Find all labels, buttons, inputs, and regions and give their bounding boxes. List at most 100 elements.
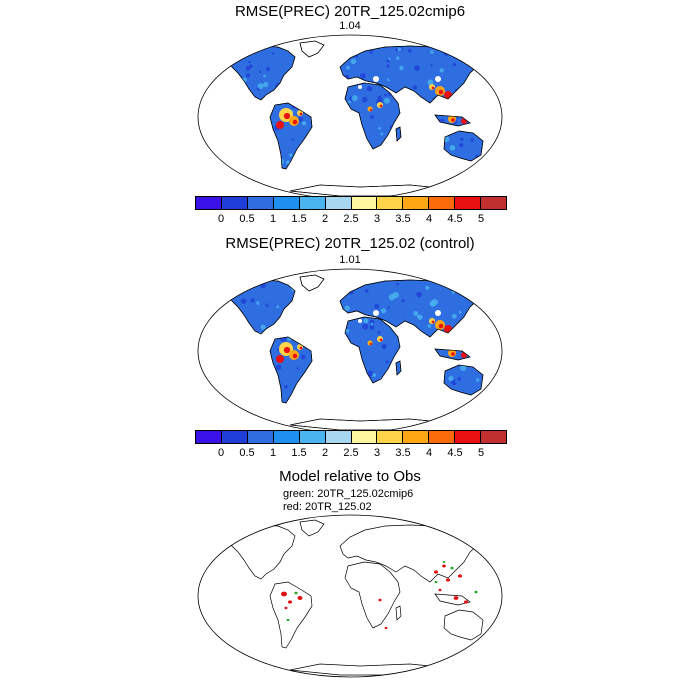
precip-cell [357, 95, 363, 102]
colorbar-tick-label: 4 [425, 213, 433, 225]
precip-hotspot-core [369, 342, 373, 346]
precip-cell [245, 73, 251, 78]
comparison-mark [450, 566, 454, 570]
colorbar-tick-label: 0.5 [239, 447, 255, 459]
colorbar-tick-label: 3.5 [395, 213, 411, 225]
missing-data [373, 310, 379, 316]
precip-cell [240, 298, 247, 304]
precip-cell [428, 328, 434, 334]
coastline [299, 274, 325, 292]
panel2-colorbar [195, 430, 507, 444]
precip-cell [384, 93, 388, 97]
colorbar-swatch [273, 431, 300, 443]
precip-cell [269, 46, 276, 53]
precip-cell [271, 52, 275, 55]
precip-cell [458, 142, 464, 148]
precip-cell [348, 100, 352, 104]
colorbar-swatch [403, 197, 430, 209]
colorbar-tick-label: 4.5 [447, 213, 463, 225]
colorbar-tick-label: 3 [373, 213, 381, 225]
colorbar-tick-label: 3 [373, 447, 381, 459]
precip-cell [470, 137, 475, 142]
colorbar-swatch [429, 197, 456, 209]
precip-cell [301, 121, 307, 126]
precip-cell [344, 305, 350, 311]
coastline [434, 348, 471, 361]
precip-cell [385, 360, 389, 364]
precip-cell [457, 377, 462, 381]
colorbar-tick-label: 2.5 [343, 213, 359, 225]
colorbar-swatch [247, 431, 274, 443]
precip-cell [467, 376, 474, 383]
comparison-mark [474, 590, 478, 594]
precip-cell [272, 300, 278, 306]
precip-cell [265, 66, 271, 72]
precip-cell [275, 364, 282, 371]
coastline [339, 279, 489, 338]
precip-cell [371, 303, 375, 307]
precip-cell [425, 285, 430, 290]
colorbar-tick-label: 1 [269, 447, 277, 459]
coastline [344, 316, 401, 384]
precip-hotspot-core [283, 346, 291, 354]
precip-cell [370, 322, 374, 326]
colorbar-swatch [377, 197, 404, 209]
precip-cell [363, 318, 369, 324]
precip-cell [260, 324, 266, 330]
precip-cell [350, 58, 357, 65]
panel3-title: Model relative to Obs [279, 468, 421, 485]
antarctica-outline [289, 663, 456, 676]
comparison-mark [281, 591, 287, 597]
precip-cell [248, 60, 251, 64]
precip-cell [474, 143, 478, 147]
comparison-mark [438, 588, 442, 592]
comparison-mark [294, 591, 298, 595]
precip-cell [374, 303, 380, 309]
precip-cell [396, 65, 400, 70]
precip-cell [386, 64, 390, 68]
coastline [269, 102, 313, 170]
colorbar-swatch [221, 197, 248, 209]
coastline [339, 45, 489, 104]
precip-cell [362, 323, 369, 330]
precip-cell [346, 65, 350, 70]
comparison-mark [442, 560, 446, 564]
colorbar-tick-label: 0 [217, 213, 225, 225]
precip-cell [386, 59, 390, 63]
precip-cell [439, 68, 444, 73]
precip-cell [259, 299, 265, 306]
precip-cell [401, 299, 405, 303]
north-america-outline [226, 524, 296, 580]
precip-cell [399, 65, 404, 71]
precip-cell [253, 73, 257, 76]
colorbar-swatch [273, 197, 300, 209]
precip-cell [250, 298, 255, 303]
precip-cell [366, 85, 373, 92]
precip-hotspot-core [283, 112, 291, 120]
precip-cell [402, 314, 408, 321]
precip-cell [288, 366, 294, 373]
colorbar-tick-label: 1.5 [291, 447, 307, 459]
precip-cell [374, 68, 381, 76]
panel3-legend-red: red: 20TR_125.02 [283, 501, 372, 513]
precip-cell [407, 48, 412, 53]
colorbar-swatch [351, 431, 378, 443]
precip-hotspot-core [379, 338, 383, 342]
colorbar-swatch [455, 197, 482, 209]
colorbar-tick-label: 1 [269, 213, 277, 225]
missing-data [435, 76, 441, 82]
precip-cell [360, 72, 366, 79]
precip-cell [383, 97, 390, 104]
precip-hotspot-core [299, 346, 303, 350]
precip-cell [457, 389, 461, 392]
precip-hotspot-core [438, 323, 444, 329]
precip-cell [285, 160, 290, 165]
precip-cell [233, 64, 239, 71]
colorbar-tick-label: 5 [477, 447, 485, 459]
africa-outline [344, 561, 401, 629]
precip-cell [460, 364, 467, 371]
precip-cell [355, 63, 360, 67]
colorbar-swatch [196, 197, 222, 209]
